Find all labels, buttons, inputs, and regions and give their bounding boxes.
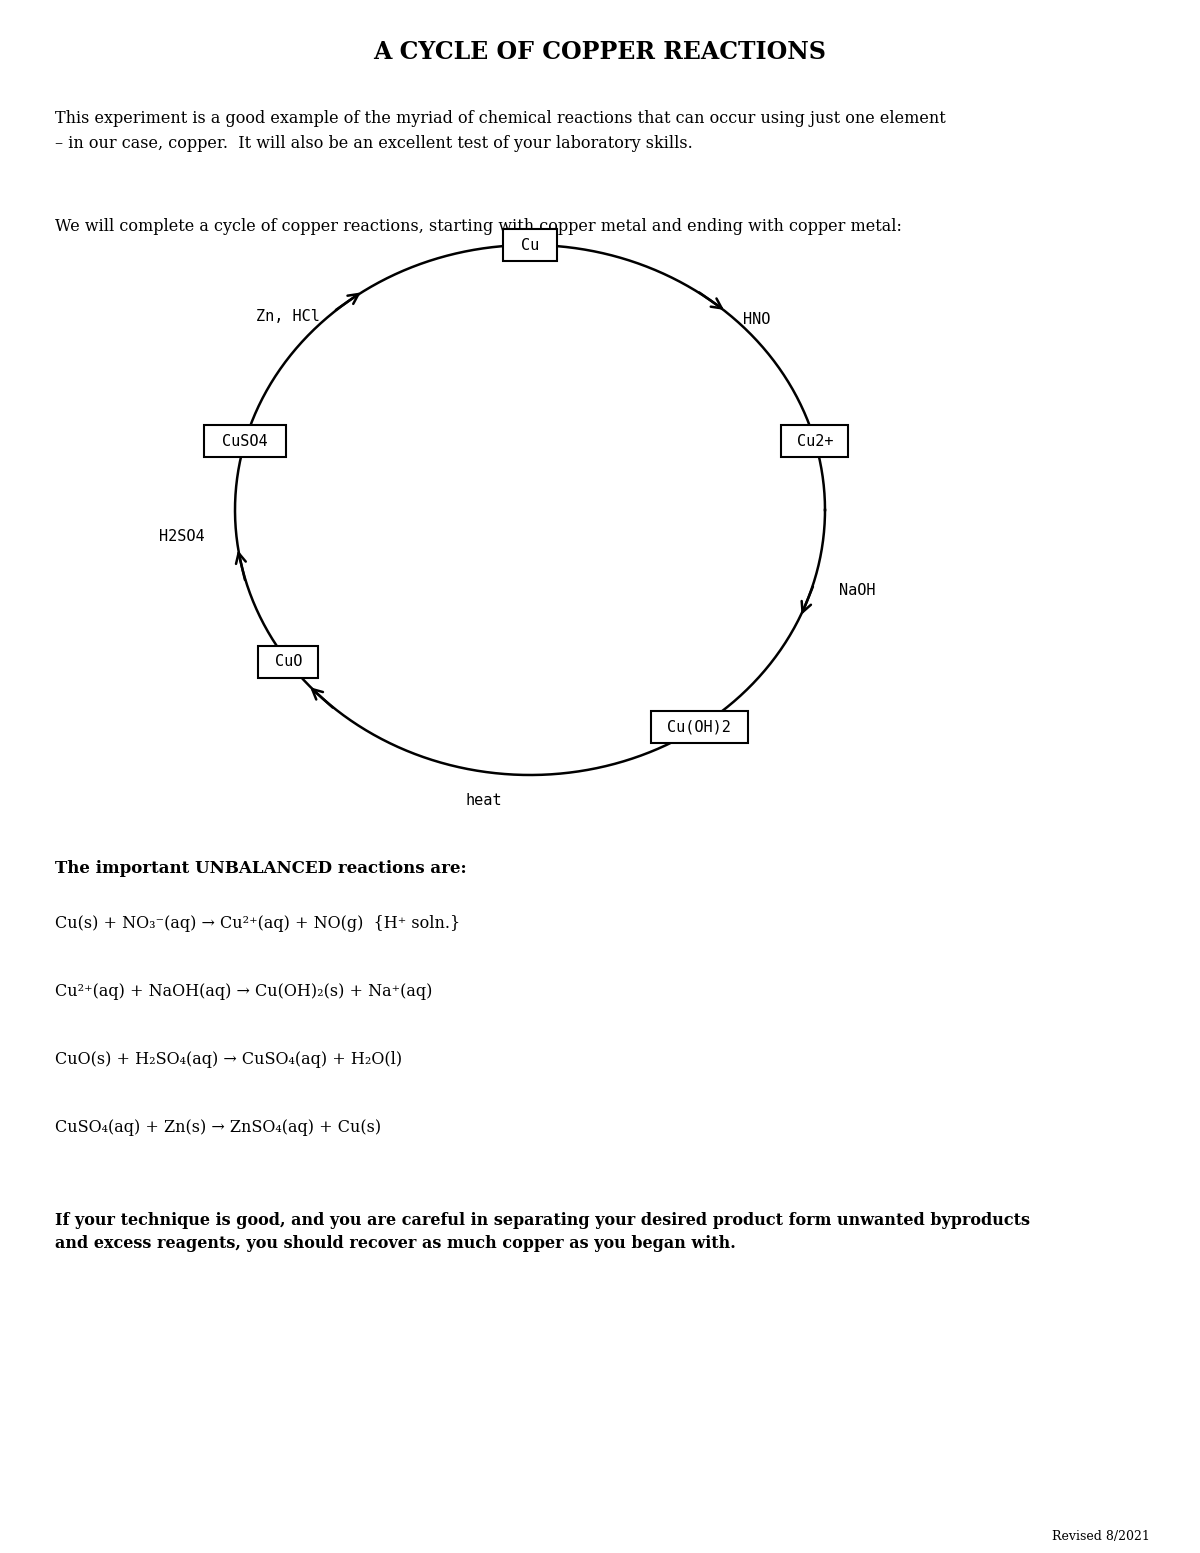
FancyBboxPatch shape [503, 228, 557, 261]
Text: This experiment is a good example of the myriad of chemical reactions that can o: This experiment is a good example of the… [55, 110, 946, 152]
Text: If your technique is good, and you are careful in separating your desired produc: If your technique is good, and you are c… [55, 1211, 1030, 1253]
FancyBboxPatch shape [204, 426, 286, 458]
Text: Cu(OH)2: Cu(OH)2 [667, 719, 731, 735]
FancyBboxPatch shape [258, 646, 318, 679]
Text: Zn, HCl: Zn, HCl [256, 309, 319, 325]
Text: The important UNBALANCED reactions are:: The important UNBALANCED reactions are: [55, 860, 467, 877]
Text: CuO: CuO [275, 654, 302, 669]
Text: CuO(s) + H₂SO₄(aq) → CuSO₄(aq) + H₂O(l): CuO(s) + H₂SO₄(aq) → CuSO₄(aq) + H₂O(l) [55, 1051, 402, 1068]
Text: We will complete a cycle of copper reactions, starting with copper metal and end: We will complete a cycle of copper react… [55, 217, 902, 235]
Text: Cu²⁺(aq) + NaOH(aq) → Cu(OH)₂(s) + Na⁺(aq): Cu²⁺(aq) + NaOH(aq) → Cu(OH)₂(s) + Na⁺(a… [55, 983, 432, 1000]
Text: HNO: HNO [743, 312, 770, 326]
Text: NaOH: NaOH [839, 582, 876, 598]
Text: heat: heat [466, 794, 502, 809]
Text: Cu: Cu [521, 238, 539, 253]
FancyBboxPatch shape [781, 426, 848, 458]
Text: CuSO4: CuSO4 [222, 433, 268, 449]
Text: Cu2+: Cu2+ [797, 433, 833, 449]
Text: Cu(s) + NO₃⁻(aq) → Cu²⁺(aq) + NO(g)  {H⁺ soln.}: Cu(s) + NO₃⁻(aq) → Cu²⁺(aq) + NO(g) {H⁺ … [55, 915, 461, 932]
Text: CuSO₄(aq) + Zn(s) → ZnSO₄(aq) + Cu(s): CuSO₄(aq) + Zn(s) → ZnSO₄(aq) + Cu(s) [55, 1120, 382, 1135]
Text: H2SO4: H2SO4 [158, 528, 204, 544]
FancyBboxPatch shape [650, 711, 748, 742]
Text: Revised 8/2021: Revised 8/2021 [1052, 1530, 1150, 1544]
Text: A CYCLE OF COPPER REACTIONS: A CYCLE OF COPPER REACTIONS [373, 40, 827, 64]
